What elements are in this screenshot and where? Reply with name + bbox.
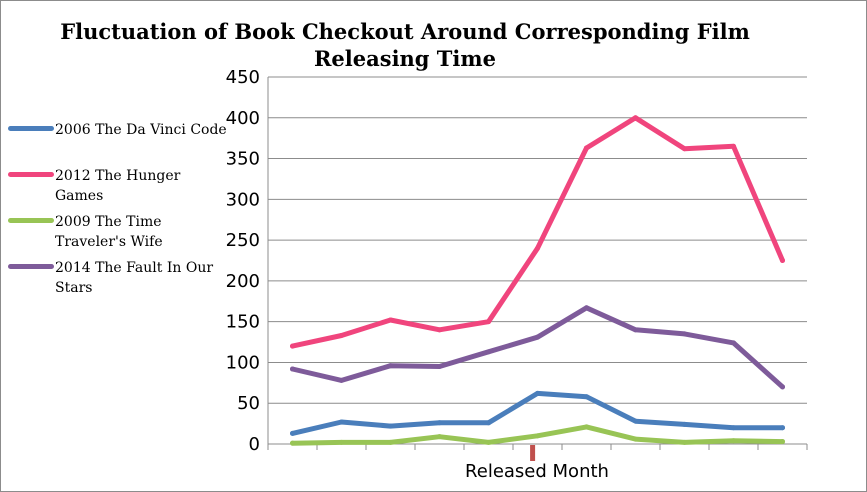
data-point: [290, 430, 295, 436]
y-tick-label: 100: [226, 352, 260, 373]
data-point: [486, 349, 491, 355]
data-point: [388, 317, 393, 323]
data-point: [633, 327, 638, 333]
data-point: [486, 319, 491, 325]
y-tick-label: 150: [226, 312, 260, 333]
data-point: [731, 340, 736, 346]
y-tick-label: 50: [237, 393, 260, 414]
data-point: [339, 439, 344, 445]
data-point: [780, 439, 785, 445]
y-tick-label: 450: [226, 67, 260, 88]
data-point: [437, 364, 442, 370]
data-point: [780, 258, 785, 263]
data-point: [633, 436, 638, 442]
chart-title: Fluctuation of Book Checkout Around Corr…: [60, 18, 750, 72]
data-point: [290, 343, 295, 349]
data-point: [437, 420, 442, 426]
x-axis-label: Released Month: [465, 461, 609, 482]
legend-swatch-time-travelers-wife: [8, 218, 54, 223]
legend-label-line: 2012 The Hunger: [55, 168, 181, 184]
y-tick-label: 0: [249, 434, 260, 455]
legend-label-line: 2006 The Da Vinci Code: [55, 122, 227, 138]
y-tick-label: 250: [226, 230, 260, 251]
y-tick-label: 200: [226, 271, 260, 292]
legend-label-hunger-games: 2012 The Hunger Games: [55, 166, 235, 206]
legend-label-line: 2014 The Fault In Our: [55, 260, 214, 276]
data-point: [682, 146, 687, 152]
data-point: [388, 423, 393, 429]
data-point: [486, 420, 491, 426]
data-point: [339, 419, 344, 425]
data-point: [339, 333, 344, 339]
chart-title-line-2: Releasing Time: [313, 46, 496, 71]
data-point: [780, 384, 785, 390]
data-point: [682, 421, 687, 427]
data-point: [388, 363, 393, 369]
data-point: [682, 331, 687, 337]
data-point: [486, 439, 491, 445]
legend-label-fault-in-our-stars: 2014 The Fault In Our Stars: [55, 258, 235, 298]
data-point: [437, 327, 442, 333]
data-point: [731, 438, 736, 444]
data-point: [535, 245, 540, 251]
data-point: [290, 440, 295, 446]
data-point: [682, 439, 687, 445]
data-point: [437, 434, 442, 440]
legend-swatch-da-vinci-code: [8, 126, 54, 131]
data-point: [535, 433, 540, 439]
y-tick-label: 350: [226, 149, 260, 170]
data-point: [780, 425, 785, 431]
release-month-marker: [530, 445, 536, 461]
legend-label-line: Stars: [55, 280, 93, 296]
legend-swatch-hunger-games: [8, 172, 54, 177]
data-point: [584, 145, 589, 151]
data-point: [731, 143, 736, 149]
series-line-2014-the-fault-in-our-stars: [290, 305, 785, 390]
data-point: [633, 418, 638, 424]
legend-label-line: 2009 The Time: [55, 214, 162, 230]
series-line-2012-the-hunger-games: [290, 115, 785, 349]
data-point: [584, 305, 589, 311]
legend-label-line: Traveler's Wife: [55, 234, 163, 250]
legend-swatch-fault-in-our-stars: [8, 264, 54, 269]
data-point: [633, 115, 638, 121]
legend-label-line: Games: [55, 188, 104, 204]
data-point: [388, 439, 393, 445]
data-point: [584, 394, 589, 400]
series-line-2006-the-da-vinci-code: [290, 390, 785, 436]
y-tick-label: 300: [226, 189, 260, 210]
chart-title-line-1: Fluctuation of Book Checkout Around Corr…: [60, 19, 750, 44]
data-point: [731, 425, 736, 431]
data-point: [535, 334, 540, 340]
data-point: [290, 366, 295, 372]
legend-label-da-vinci-code: 2006 The Da Vinci Code: [55, 120, 235, 140]
data-point: [584, 424, 589, 430]
legend-label-time-travelers-wife: 2009 The Time Traveler's Wife: [55, 212, 235, 252]
data-point: [535, 390, 540, 396]
y-tick-label: 400: [226, 108, 260, 129]
data-point: [339, 377, 344, 383]
